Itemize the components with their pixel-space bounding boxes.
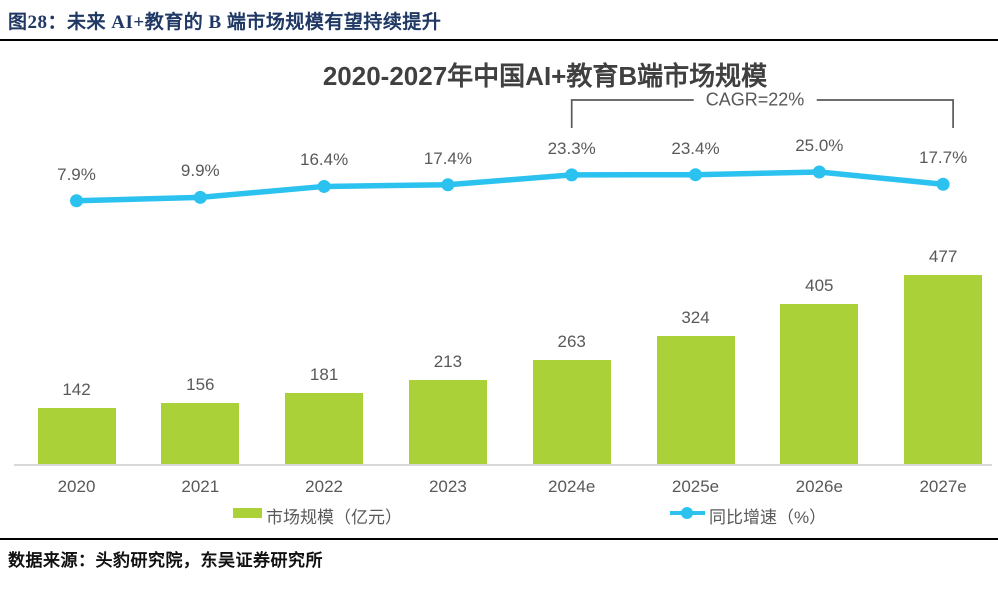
bar-legend-swatch xyxy=(233,508,262,518)
growth-value-label: 23.3% xyxy=(547,138,596,158)
x-axis-label: 2024e xyxy=(548,477,596,496)
bar-value-label: 213 xyxy=(433,352,463,371)
growth-line-point xyxy=(936,177,950,191)
line-legend-label: 同比增速（%） xyxy=(709,508,827,527)
x-axis-line xyxy=(14,464,992,466)
growth-value-label: 7.9% xyxy=(57,164,96,184)
growth-line-point xyxy=(193,190,207,204)
cagr-annotation: CAGR=22% xyxy=(693,89,817,111)
bar-value-label: 181 xyxy=(309,365,339,384)
market-size-bar-2027e xyxy=(904,275,983,465)
bar-value-label: 477 xyxy=(928,247,958,266)
market-size-bar-2024e xyxy=(532,360,611,465)
bar-value-label: 263 xyxy=(557,332,586,351)
source-note: 数据来源：头豹研究院，东吴证券研究所 xyxy=(8,551,323,570)
x-axis-label: 2021 xyxy=(181,477,220,496)
market-size-bar-2021 xyxy=(161,403,240,465)
bottom-divider xyxy=(0,538,998,540)
market-size-bar-2023 xyxy=(408,380,487,465)
bar-value-label: 156 xyxy=(186,375,215,394)
x-axis-label: 2022 xyxy=(305,477,344,496)
x-axis-label: 2027e xyxy=(919,477,967,496)
market-size-bar-2020 xyxy=(37,408,116,465)
x-axis-label: 2025e xyxy=(671,477,720,496)
market-size-bar-2026e xyxy=(780,304,859,465)
growth-value-label: 25.0% xyxy=(795,136,844,155)
growth-value-label: 16.4% xyxy=(299,150,349,170)
growth-line-point xyxy=(689,168,702,182)
bar-value-label: 142 xyxy=(62,380,91,399)
figure-title: 图28：未来 AI+教育的 B 端市场规模有望持续提升 xyxy=(8,12,442,33)
chart-title: 2020-2027年中国AI+教育B端市场规模 xyxy=(322,61,768,91)
bar-value-label: 324 xyxy=(681,308,710,327)
growth-line-point xyxy=(812,165,826,179)
x-axis-label: 2020 xyxy=(57,477,96,496)
growth-value-label: 9.9% xyxy=(180,161,220,181)
growth-value-label: 23.4% xyxy=(671,138,720,158)
growth-line-point xyxy=(317,179,331,193)
growth-line-point xyxy=(70,194,83,208)
growth-line-point xyxy=(565,168,579,182)
bar-value-label: 405 xyxy=(805,276,834,295)
x-axis-label: 2026e xyxy=(795,477,843,496)
bar-legend-label: 市场规模（亿元） xyxy=(266,508,402,527)
growth-line-point xyxy=(441,178,455,192)
top-divider xyxy=(0,39,998,41)
growth-value-label: 17.7% xyxy=(918,148,968,168)
market-size-bar-2025e xyxy=(656,336,735,465)
line-legend-dot-icon xyxy=(681,507,693,519)
market-size-bar-2022 xyxy=(285,393,364,465)
x-axis-label: 2023 xyxy=(428,477,467,496)
growth-value-label: 17.4% xyxy=(423,148,472,168)
